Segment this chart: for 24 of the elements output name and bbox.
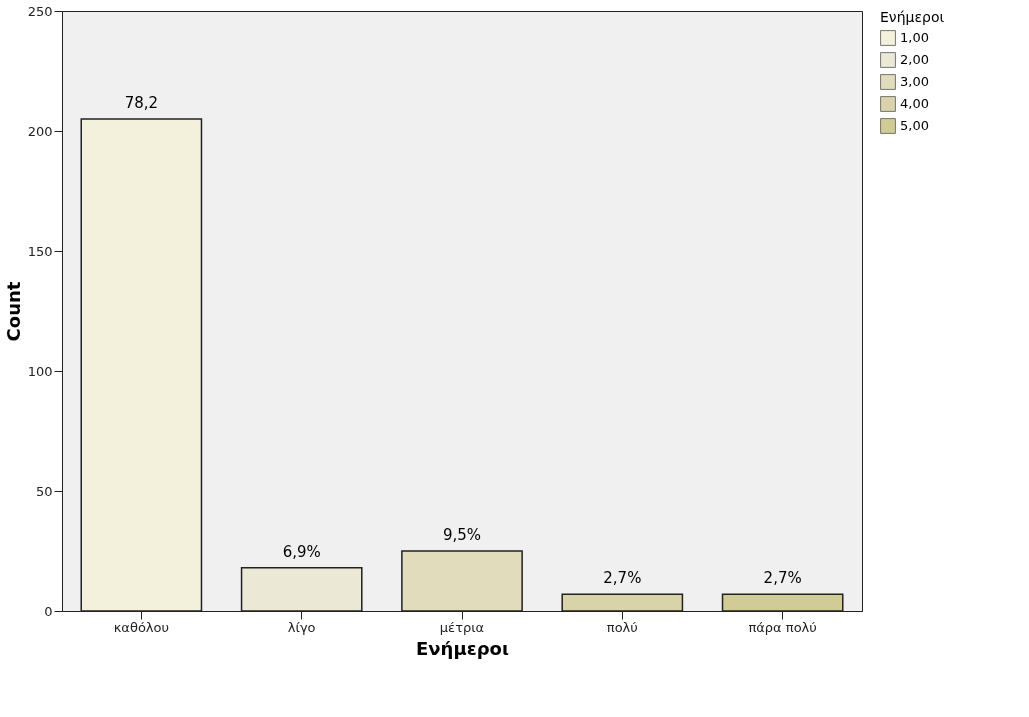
annotation: 9,5% <box>442 526 482 544</box>
annotation: 78,2 <box>124 94 159 112</box>
y-tick-label: 50 <box>35 483 53 499</box>
legend-label: 3,00 <box>900 74 929 89</box>
x-tick-label: μέτρια <box>439 619 485 635</box>
annotation: 6,9% <box>282 542 321 561</box>
x-tick-label: πολύ <box>606 619 638 635</box>
y-tick-label: 200 <box>27 123 53 139</box>
y-tick-label: 250 <box>27 3 53 19</box>
legend-title: Ενήμεροι <box>880 9 945 25</box>
annotation: 2,7% <box>603 569 642 588</box>
x-tick-label: πάρα πολύ <box>748 619 817 635</box>
legend-label: 2,00 <box>900 52 929 67</box>
legend-label: 1,00 <box>900 30 929 45</box>
legend-label: 4,00 <box>900 96 929 111</box>
y-tick-label: 0 <box>44 603 53 619</box>
y-tick-label: 100 <box>27 363 53 379</box>
y-tick-label: 150 <box>27 243 53 259</box>
y-axis-title: Count <box>2 281 24 342</box>
x-tick-label: λίγο <box>287 619 316 635</box>
x-axis-title: Ενήμεροι <box>416 637 509 659</box>
annotation: 2,7% <box>763 569 802 588</box>
x-tick-label: καθόλου <box>113 619 170 635</box>
legend-label: 5,00 <box>900 118 929 133</box>
